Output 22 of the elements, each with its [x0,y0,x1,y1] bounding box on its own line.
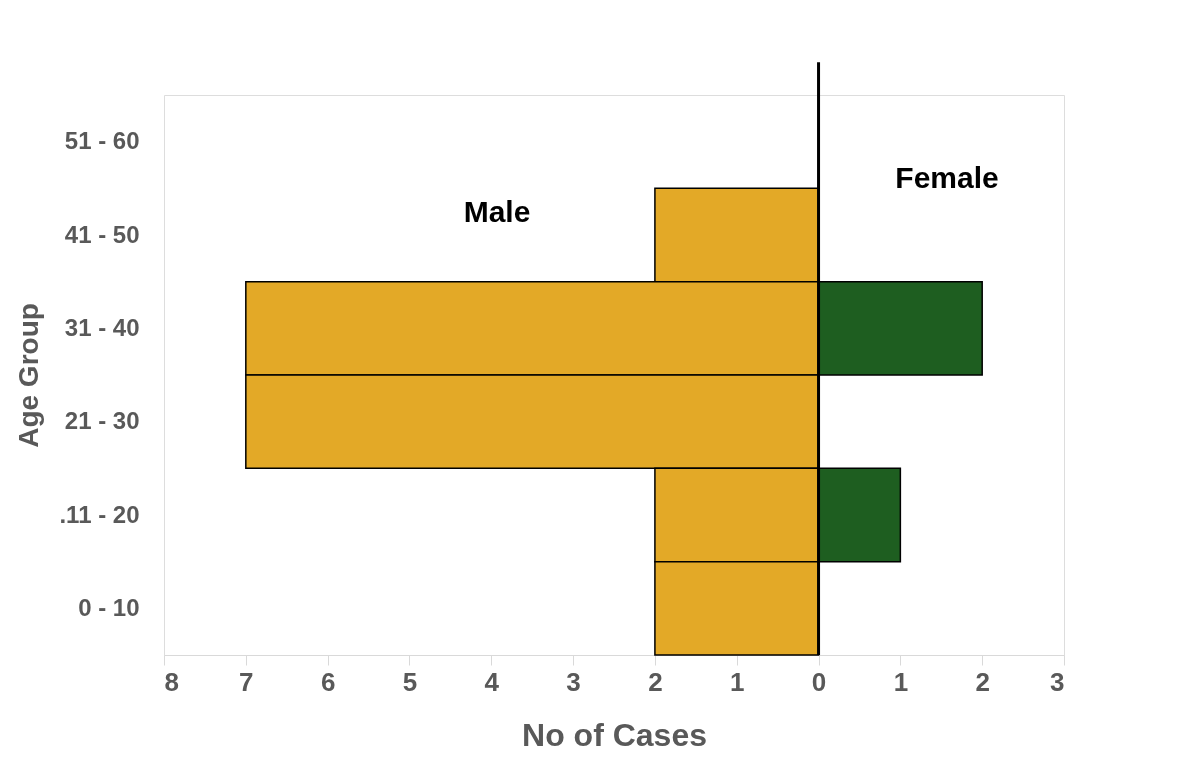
y-axis-title: Age Group [13,303,45,448]
x-tick-label: 0 [811,666,827,697]
y-tick-label: 0 - 10 [78,593,140,621]
x-tick-label: 1 [893,666,909,697]
x-tick-label: 6 [320,666,336,697]
y-tick-label: 41 - 50 [64,220,140,248]
x-tick-label: 2 [975,666,990,697]
x-tick-label: 3 [1050,666,1065,697]
x-tick-label: 7 [239,666,254,697]
annotation: Male [463,194,531,228]
x-tick-label: 1 [729,666,745,697]
y-tick-label: 21 - 30 [64,407,140,435]
y-tick-label: 51 - 60 [64,127,140,155]
x-tick-label: 4 [484,666,500,697]
y-tick-label: .11 - 20 [59,500,140,528]
x-tick-label: 5 [402,666,418,697]
y-tick-label: 31 - 40 [64,313,140,341]
x-axis-title: No of Cases [522,716,707,753]
x-tick-label: 8 [164,666,179,697]
x-tick-label: 2 [648,666,663,697]
annotation: Female [895,161,999,194]
x-tick-label: 3 [566,666,581,697]
